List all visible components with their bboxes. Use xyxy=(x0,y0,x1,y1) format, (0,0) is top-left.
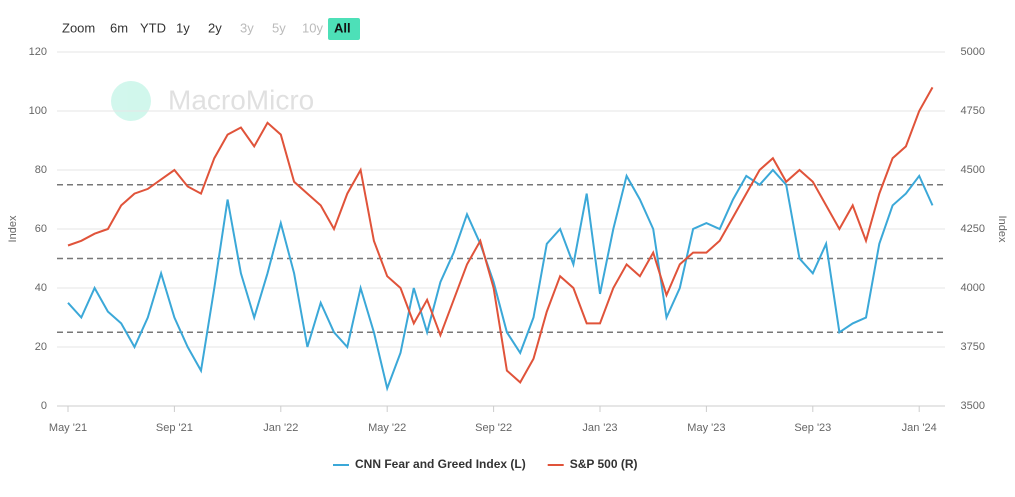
range-button[interactable]: 6m xyxy=(110,20,128,35)
y-tick-label: 60 xyxy=(35,223,47,235)
y-tick-label: 100 xyxy=(29,105,47,117)
x-tick-label: Jan '24 xyxy=(902,422,937,434)
x-tick-label: May '22 xyxy=(368,422,406,434)
watermark: MacroMicro xyxy=(111,81,314,121)
watermark-text: MacroMicro xyxy=(168,84,314,115)
y-tick-label: 120 xyxy=(29,46,47,58)
x-tick-label: Sep '22 xyxy=(475,422,512,434)
x-tick-label: Sep '21 xyxy=(156,422,193,434)
legend-label: S&P 500 (R) xyxy=(570,457,638,471)
range-button[interactable]: 1y xyxy=(176,20,190,35)
zoom-label: Zoom xyxy=(62,20,95,35)
y2-axis-label: Index xyxy=(996,216,1008,243)
range-button[interactable]: 2y xyxy=(208,20,222,35)
x-tick-label: Jan '23 xyxy=(582,422,617,434)
y2-tick-label: 4000 xyxy=(961,282,985,294)
x-tick-label: May '21 xyxy=(49,422,87,434)
y-tick-label: 40 xyxy=(35,282,47,294)
y2-tick-label: 3500 xyxy=(961,400,985,412)
legend-item: S&P 500 (R) xyxy=(547,457,638,471)
y2-tick-label: 4250 xyxy=(961,223,985,235)
y-tick-label: 20 xyxy=(35,341,47,353)
legend-item: CNN Fear and Greed Index (L) xyxy=(333,457,526,471)
range-button: 5y xyxy=(272,20,286,35)
watermark-logo xyxy=(111,81,151,121)
range-button: 3y xyxy=(240,20,254,35)
y2-tick-label: 4500 xyxy=(961,164,985,176)
y-axis-label: Index xyxy=(7,215,19,242)
y2-tick-label: 4750 xyxy=(961,105,985,117)
y-tick-label: 80 xyxy=(35,164,47,176)
y-tick-label: 0 xyxy=(41,400,47,412)
x-tick-label: Sep '23 xyxy=(794,422,831,434)
y2-tick-label: 3750 xyxy=(961,341,985,353)
x-tick-label: Jan '22 xyxy=(263,422,298,434)
range-button[interactable]: YTD xyxy=(140,20,166,35)
series-line xyxy=(67,168,934,392)
range-button: 10y xyxy=(302,20,323,35)
legend-label: CNN Fear and Greed Index (L) xyxy=(355,457,526,471)
series-line xyxy=(67,86,934,384)
range-button-bg xyxy=(328,18,360,40)
range-button[interactable]: All xyxy=(334,20,351,35)
y2-tick-label: 5000 xyxy=(961,46,985,58)
x-tick-label: May '23 xyxy=(687,422,725,434)
